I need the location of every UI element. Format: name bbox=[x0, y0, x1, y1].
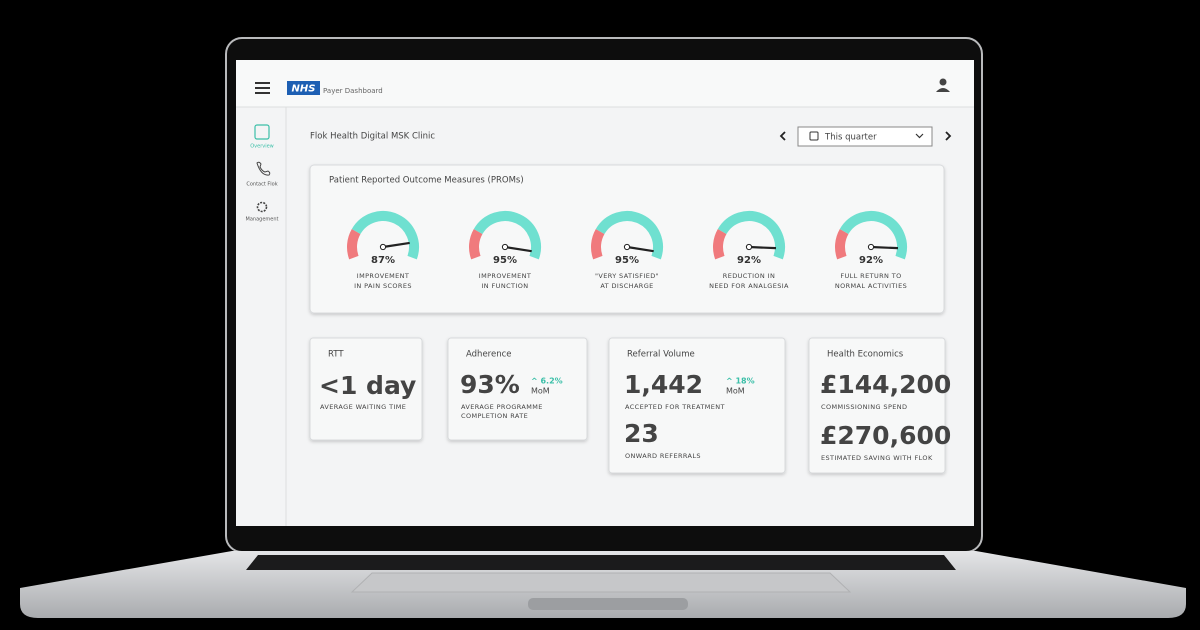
gauge-hub bbox=[745, 243, 753, 251]
gauge-needle bbox=[748, 245, 777, 250]
gauge-value: 92% bbox=[737, 255, 761, 266]
keyboard bbox=[246, 555, 956, 570]
nav-item[interactable]: Overview bbox=[250, 144, 274, 150]
gauge-value: 95% bbox=[615, 255, 639, 266]
gauge-caption: AT DISCHARGE bbox=[600, 282, 653, 290]
card-change: ^ 6.2% bbox=[531, 377, 563, 386]
gauge-arc-high bbox=[351, 211, 419, 260]
card-title: Referral Volume bbox=[627, 350, 695, 360]
card-caption: COMMISSIONING SPEND bbox=[821, 403, 907, 411]
prev-button[interactable] bbox=[779, 131, 786, 141]
gauge-arc-low bbox=[713, 229, 727, 260]
gauge-caption: IN FUNCTION bbox=[481, 282, 528, 290]
gauge-caption: REDUCTION IN bbox=[723, 272, 775, 280]
card-title: RTT bbox=[328, 350, 344, 360]
gauge-caption: IMPROVEMENT bbox=[357, 272, 409, 280]
gauge-arc-low bbox=[347, 229, 361, 260]
card-value: 23 bbox=[624, 419, 659, 448]
gauge-hub bbox=[379, 243, 387, 251]
card-value: 93% bbox=[460, 370, 520, 399]
nhs-logo bbox=[287, 81, 320, 95]
gauge-needle bbox=[504, 245, 532, 253]
nhs-logo-text: NHS bbox=[292, 84, 316, 95]
calendar-icon bbox=[809, 131, 819, 141]
gauge-hub bbox=[623, 243, 631, 251]
proms-card bbox=[309, 164, 945, 314]
gauge-arc-high bbox=[839, 211, 907, 260]
gauge-hub bbox=[867, 243, 875, 251]
card-caption: ACCEPTED FOR TREATMENT bbox=[625, 403, 725, 411]
gauge-value: 92% bbox=[859, 255, 883, 266]
card-value: 1,442 bbox=[624, 370, 703, 399]
gauge-arc-high bbox=[595, 211, 663, 260]
gauges: 87% IMPROVEMENT IN PAIN SCORES 95% IMPROVEME… bbox=[347, 211, 907, 290]
kpi-card bbox=[608, 337, 786, 474]
gauge-arc-low bbox=[591, 229, 605, 260]
nav-item[interactable]: Management bbox=[246, 217, 279, 223]
nav-item[interactable]: Contact Flok bbox=[246, 182, 277, 188]
trackpad bbox=[350, 572, 852, 593]
overview-icon[interactable] bbox=[254, 124, 270, 140]
gauge-arc-low bbox=[469, 229, 483, 260]
gauge-needle bbox=[626, 245, 654, 253]
card-caption: ONWARD REFERRALS bbox=[625, 452, 701, 460]
kpi-card bbox=[447, 337, 588, 441]
gauge-arc-high bbox=[473, 211, 541, 260]
user-icon[interactable] bbox=[936, 78, 950, 93]
gauge-needle bbox=[382, 241, 410, 249]
clinic-name: Flok Health Digital MSK Clinic bbox=[310, 132, 435, 142]
menu-icon[interactable] bbox=[255, 82, 270, 94]
gauge-hub bbox=[501, 243, 509, 251]
period-select[interactable] bbox=[797, 126, 933, 147]
kpi-card bbox=[309, 337, 423, 441]
card-change: ^ 18% bbox=[726, 377, 755, 386]
card-value: £144,200 bbox=[820, 370, 951, 399]
gauge-caption: "VERY SATISFIED" bbox=[595, 272, 659, 280]
card-caption: AVERAGE WAITING TIME bbox=[320, 403, 406, 411]
contact-icon[interactable] bbox=[256, 161, 271, 176]
card-caption: COMPLETION RATE bbox=[461, 412, 528, 420]
gauge-value: 95% bbox=[493, 255, 517, 266]
gauge-caption: IN PAIN SCORES bbox=[354, 282, 412, 290]
card-change-period: MoM bbox=[531, 387, 550, 396]
notch bbox=[528, 598, 688, 610]
card-value: <1 day bbox=[319, 371, 416, 400]
card-title: Health Economics bbox=[827, 350, 904, 360]
next-button[interactable] bbox=[945, 131, 952, 141]
header-bar bbox=[236, 60, 974, 107]
kpi-card bbox=[808, 337, 946, 474]
gauge-arc-low bbox=[835, 229, 849, 260]
gauge-caption: FULL RETURN TO bbox=[840, 272, 901, 280]
card-caption: AVERAGE PROGRAMME bbox=[461, 403, 543, 411]
management-icon[interactable] bbox=[256, 201, 268, 213]
proms-title: Patient Reported Outcome Measures (PROMs… bbox=[329, 176, 524, 186]
period-label: This quarter bbox=[824, 133, 877, 143]
card-value: £270,600 bbox=[820, 421, 951, 450]
app-title: Payer Dashboard bbox=[323, 87, 383, 95]
gauge-value: 87% bbox=[371, 255, 395, 266]
gauge-caption: IMPROVEMENT bbox=[479, 272, 531, 280]
card-title: Adherence bbox=[466, 350, 512, 360]
gauge-caption: NORMAL ACTIVITIES bbox=[835, 282, 907, 290]
card-caption: ESTIMATED SAVING WITH FLOK bbox=[821, 454, 933, 462]
gauge-needle bbox=[870, 245, 899, 250]
gauge-arc-high bbox=[717, 211, 785, 260]
dropdown-arrow bbox=[915, 133, 924, 139]
card-change-period: MoM bbox=[726, 387, 745, 396]
gauge-caption: NEED FOR ANALGESIA bbox=[709, 282, 789, 290]
